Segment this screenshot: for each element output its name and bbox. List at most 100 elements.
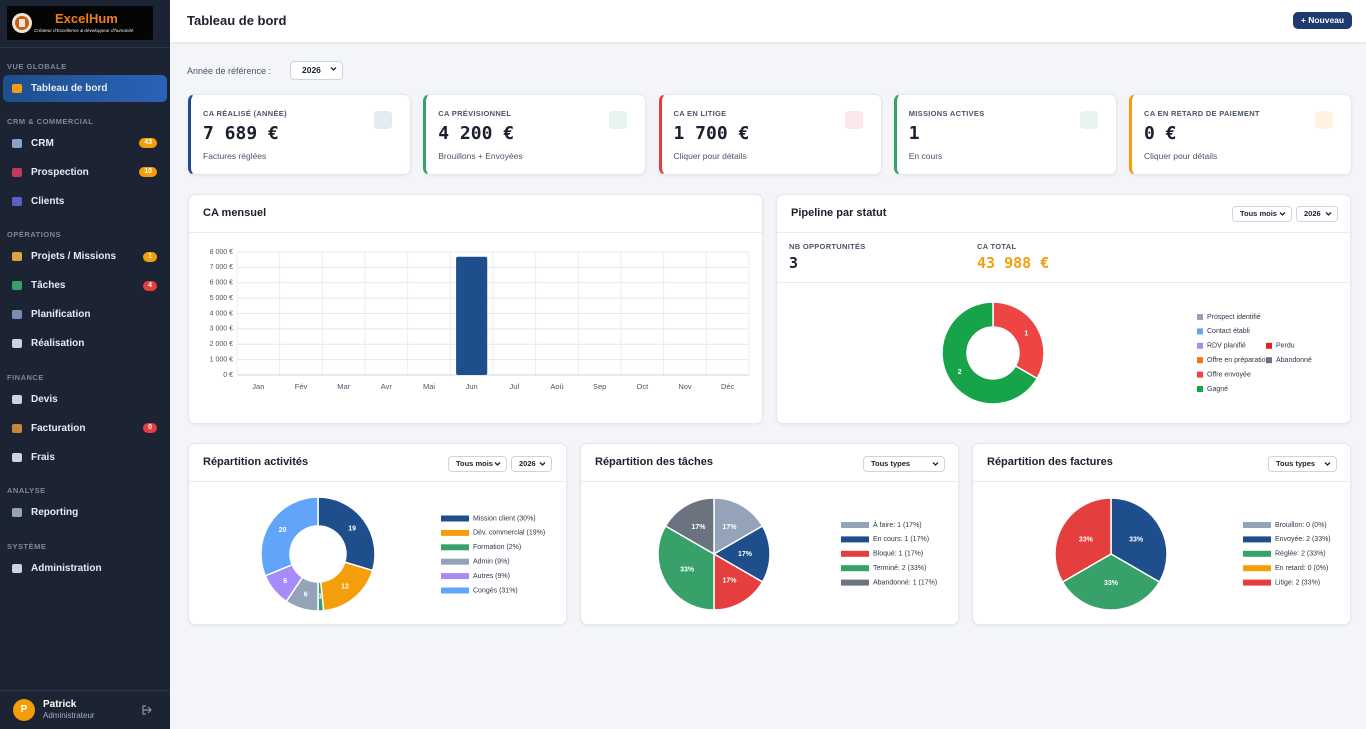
- slice: [664, 497, 715, 556]
- nav-label: CRM: [31, 137, 54, 149]
- slice-label: 33%: [1104, 580, 1119, 587]
- select-value: Tous mois: [456, 459, 493, 468]
- kpi-sub: Factures réglées: [203, 151, 267, 161]
- nav-item[interactable]: Clients: [3, 187, 167, 216]
- chart-card: Répartition des factures 33% 33% 33% Brouill…: [972, 443, 1351, 625]
- nav-item[interactable]: Prospection 10: [3, 158, 167, 187]
- select[interactable]: Tous mois: [448, 456, 507, 472]
- kpi-value: 1: [908, 123, 920, 144]
- sidebar: ExcelHum Créateur d'Excellence & dévelop…: [0, 0, 170, 729]
- select-value: 2026: [519, 459, 536, 468]
- nav-item[interactable]: Tâches 4: [3, 271, 167, 300]
- logo[interactable]: ExcelHum Créateur d'Excellence & dévelop…: [7, 6, 153, 40]
- kpi-value: 7 689 €: [203, 123, 279, 144]
- chevron: [330, 67, 337, 71]
- legend-swatch: [441, 515, 469, 522]
- kpi-icon: [609, 111, 628, 129]
- select[interactable]: 2026: [511, 456, 552, 472]
- nav-item[interactable]: Devis: [3, 385, 167, 414]
- nav-label: Administration: [31, 562, 102, 574]
- nav: VUE GLOBALE Tableau de bord CRM & COMMERCI…: [0, 60, 170, 583]
- user-role: Administrateur: [43, 711, 95, 720]
- slice-label: 17%: [691, 524, 706, 531]
- legend-label: Gagné: [1207, 386, 1228, 393]
- slice: [992, 301, 1045, 380]
- legend-swatch: [1266, 357, 1272, 364]
- nav-label: Facturation: [31, 422, 86, 434]
- kpi-card[interactable]: MISSIONS ACTIVES 1 En cours: [893, 94, 1117, 175]
- select-value: Tous types: [1276, 459, 1316, 468]
- kpi-value: 0 €: [1144, 123, 1177, 144]
- legend-swatch: [1243, 550, 1271, 557]
- nav-label: Devis: [31, 393, 58, 405]
- slice-label: 17%: [738, 551, 753, 558]
- slice: [260, 496, 319, 577]
- chart-card: CA mensuel 0 € 1 000 € 2 000 € 3 000 € 4 000 …: [188, 194, 763, 424]
- kpi-title: CA RÉALISÉ (ANNÉE): [203, 109, 287, 118]
- avatar: P: [13, 699, 35, 721]
- chevron: [1324, 462, 1331, 466]
- nav-label: Clients: [31, 195, 65, 207]
- kpi-icon: [1315, 111, 1333, 129]
- select[interactable]: Tous mois: [1232, 206, 1292, 222]
- nav-item[interactable]: Administration: [3, 554, 167, 583]
- nav-item[interactable]: CRM 43: [3, 129, 167, 158]
- kpi-card[interactable]: CA PRÉVISIONNEL 4 200 € Brouillons + Envoy…: [423, 94, 647, 175]
- kpi-card[interactable]: CA EN RETARD DE PAIEMENT 0 € Cliquer pour …: [1129, 94, 1352, 175]
- select-value: 2026: [302, 65, 321, 75]
- separator: [581, 481, 958, 482]
- x-tick-label: Mai: [423, 382, 435, 391]
- nav-badge: 1: [143, 251, 157, 262]
- kpi-card[interactable]: CA RÉALISÉ (ANNÉE) 7 689 € Factures réglée…: [188, 94, 411, 175]
- legend-swatch: [1197, 328, 1203, 335]
- nav-item[interactable]: Facturation 0: [3, 414, 167, 443]
- x-tick-label: Fév: [295, 382, 308, 391]
- nav-icon: [12, 167, 22, 177]
- legend-swatch: [1266, 342, 1272, 349]
- header: Tableau de bord + Nouveau: [170, 0, 1366, 42]
- page-title: Tableau de bord: [187, 13, 287, 28]
- section-title: ANALYSE: [7, 486, 46, 495]
- legend-label: Abandonné: 1 (17%): [873, 579, 937, 586]
- slice: [713, 552, 764, 611]
- stat-label: NB OPPORTUNITÉS: [789, 242, 866, 251]
- legend-label: Autres (9%): [473, 573, 510, 580]
- nav-section: FINANCE Devis Facturation 0 Frais: [0, 371, 170, 472]
- select[interactable]: 2026: [290, 61, 343, 80]
- nav-item[interactable]: Reporting: [3, 498, 167, 527]
- legend-label: Litige: 2 (33%): [1275, 579, 1320, 586]
- kpi-title: CA EN RETARD DE PAIEMENT: [1144, 109, 1260, 118]
- legend-label: Offre en préparation: [1207, 357, 1270, 364]
- nav-badge: 0: [143, 423, 157, 433]
- nav-item[interactable]: Planification: [3, 300, 167, 329]
- new-button[interactable]: + Nouveau: [1293, 12, 1352, 29]
- select[interactable]: 2026: [1296, 206, 1338, 222]
- slice-label: 1: [318, 593, 322, 600]
- nav-item[interactable]: Projets / Missions 1: [3, 242, 167, 271]
- kpi-sub: Cliquer pour détails: [673, 151, 747, 161]
- separator: [189, 481, 566, 482]
- legend-label: RDV planifié: [1207, 343, 1246, 350]
- chevron-path: [1325, 212, 1332, 216]
- nav-icon: [12, 196, 22, 206]
- select[interactable]: Tous types: [863, 456, 945, 472]
- legend-label: Perdu: [1276, 343, 1295, 350]
- chart-title: Répartition activités: [203, 456, 309, 468]
- nav-item[interactable]: Tableau de bord: [3, 75, 167, 102]
- legend-label: Admin (9%): [473, 559, 510, 566]
- slice: [1110, 497, 1168, 584]
- select[interactable]: Tous types: [1268, 456, 1337, 472]
- legend-label: Mission client (30%): [473, 515, 536, 522]
- kpi-card[interactable]: CA EN LITIGE 1 700 € Cliquer pour détails: [658, 94, 882, 175]
- logout-icon[interactable]: [141, 704, 153, 716]
- chart: 1 2 Prospect identifié Contact établi RDV pl…: [941, 301, 1312, 405]
- nav-item[interactable]: Réalisation: [3, 329, 167, 358]
- nav-item[interactable]: Frais: [3, 443, 167, 472]
- legend-swatch: [441, 529, 469, 536]
- chevron: [539, 462, 546, 466]
- slice: [657, 524, 715, 611]
- chart-card: Répartition des tâches 17% 17% 17% 33% 17% À f…: [580, 443, 959, 625]
- separator: [973, 481, 1350, 482]
- legend-label: À faire: 1 (17%): [873, 520, 922, 529]
